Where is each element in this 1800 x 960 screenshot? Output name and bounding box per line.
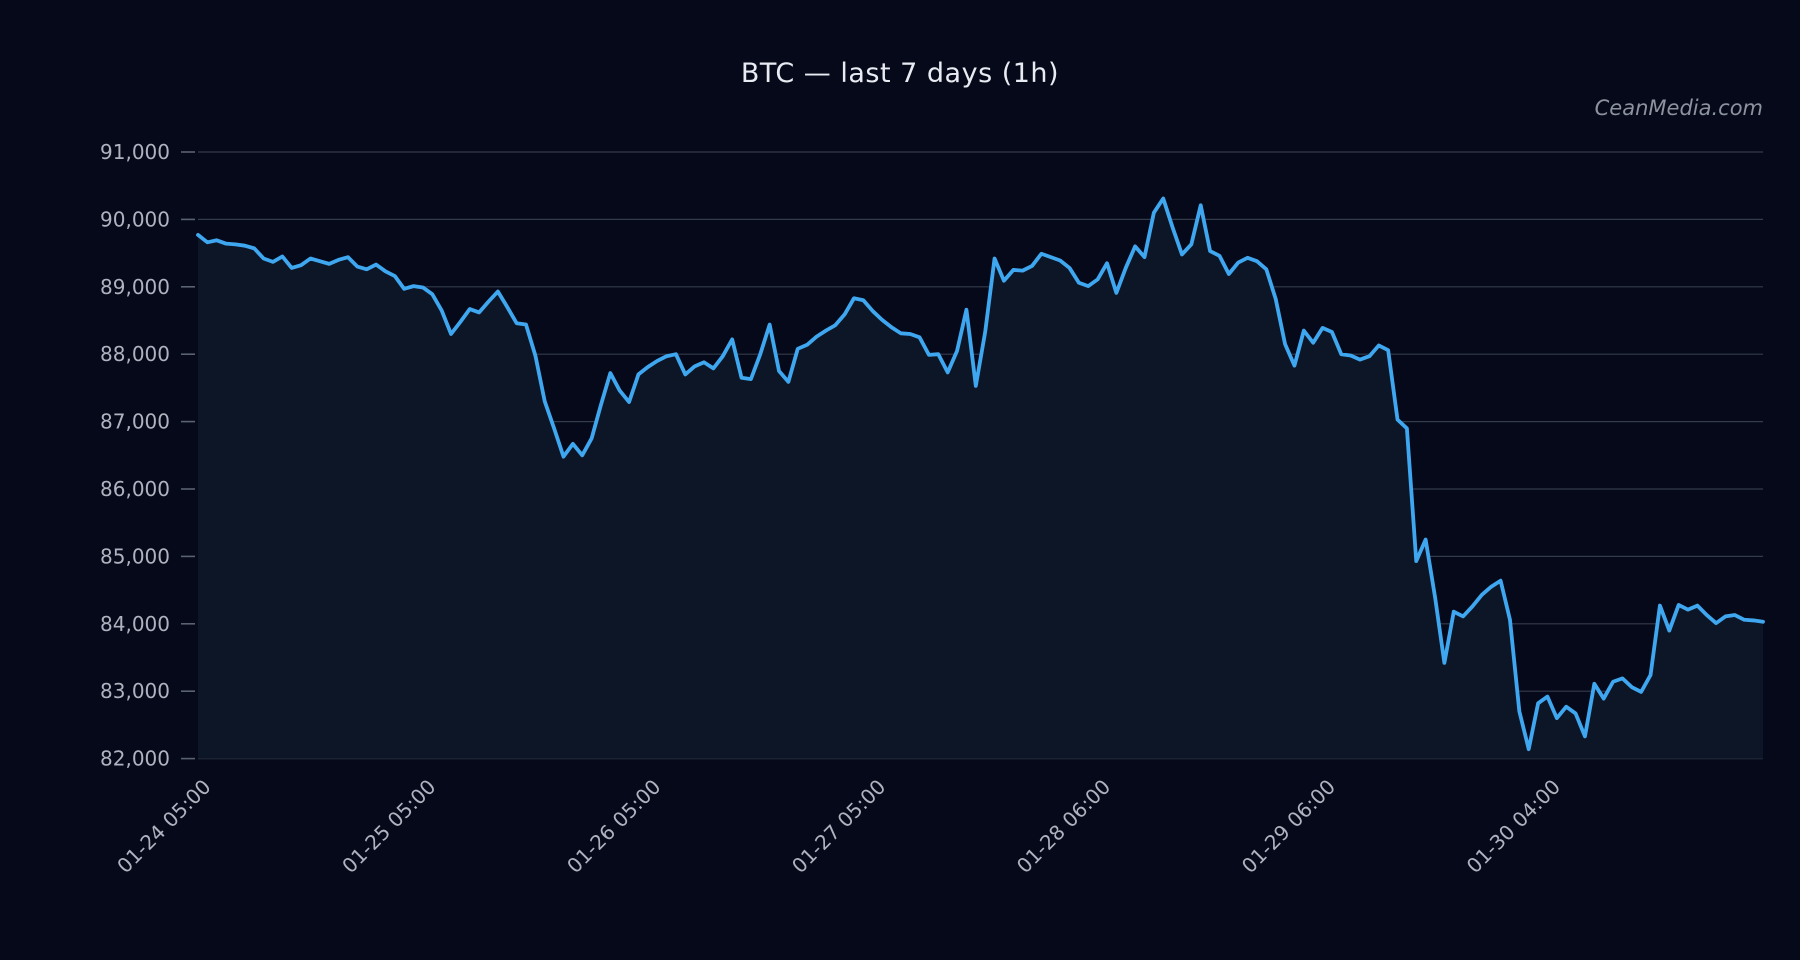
x-tick-label: 01-24 05:00 [112, 775, 215, 878]
price-area-fill [198, 198, 1763, 759]
y-tick-label: 90,000 [100, 207, 170, 231]
chart-title: BTC — last 7 days (1h) [740, 58, 1060, 89]
y-tick-label: 88,000 [100, 342, 170, 366]
y-tick-label: 85,000 [100, 544, 170, 568]
x-tick-label: 01-27 05:00 [787, 775, 890, 878]
x-tick-label: 01-28 06:00 [1012, 775, 1115, 878]
y-tick-label: 84,000 [100, 612, 170, 636]
x-tick-label: 01-29 06:00 [1237, 775, 1340, 878]
y-tick-label: 82,000 [100, 747, 170, 771]
y-tick-label: 87,000 [100, 410, 170, 434]
x-tick-label: 01-26 05:00 [562, 775, 665, 878]
y-tick-label: 89,000 [100, 275, 170, 299]
price-line [196, 196, 1765, 752]
y-tick-label: 91,000 [100, 140, 170, 164]
watermark: CeanMedia.com [1594, 96, 1763, 120]
y-tick-label: 86,000 [100, 477, 170, 501]
y-tick-label: 83,000 [100, 679, 170, 703]
x-tick-label: 01-25 05:00 [337, 775, 440, 878]
x-tick-label: 01-30 04:00 [1462, 775, 1565, 878]
